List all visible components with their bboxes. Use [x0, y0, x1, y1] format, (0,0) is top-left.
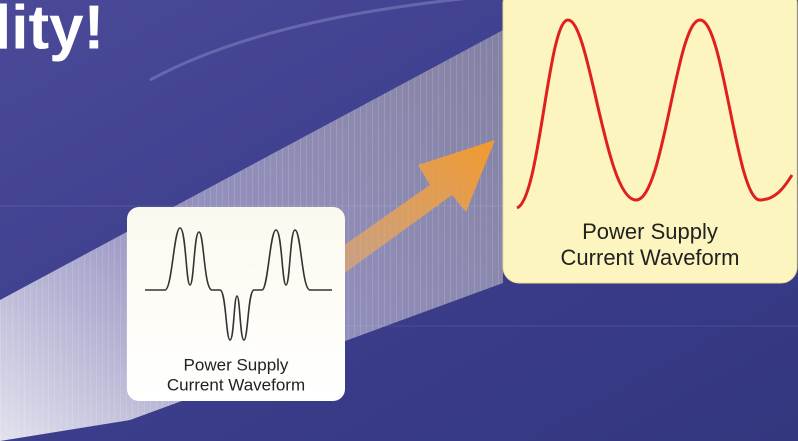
small-label: Power Supply: [184, 355, 289, 374]
small-label: Current Waveform: [167, 375, 305, 394]
large-panel: [502, 0, 798, 284]
large-label: Current Waveform: [561, 245, 740, 270]
headline: lity!: [0, 0, 104, 62]
large-waveform: [516, 18, 794, 210]
arrow: [320, 140, 495, 280]
large-label: Power Supply: [582, 219, 718, 244]
small-waveform: [145, 227, 332, 341]
swoosh: [149, 0, 465, 82]
